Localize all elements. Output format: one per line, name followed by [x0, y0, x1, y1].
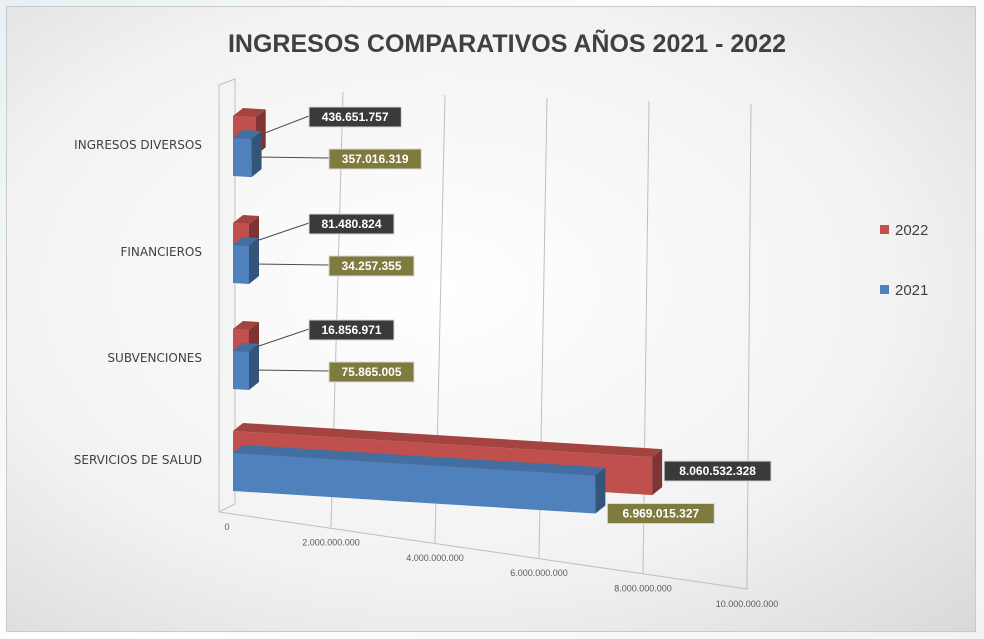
data-label: 436.651.757	[322, 110, 389, 124]
gridline	[642, 100, 650, 574]
leader-line	[255, 156, 330, 159]
side-wall	[218, 78, 236, 513]
category-label: SUBVENCIONES	[107, 351, 202, 365]
data-label: 6.969.015.327	[622, 507, 699, 521]
bar-top-2021	[233, 343, 259, 352]
category-labels: SERVICIOS DE SALUD SUBVENCIONES FINANCIERO…	[74, 138, 202, 467]
x-tick-label: 4.000.000.000	[406, 553, 464, 563]
data-label-box	[663, 460, 772, 482]
data-label-box	[328, 255, 415, 277]
bars	[233, 108, 663, 514]
bar-end-2021	[251, 131, 262, 178]
bar-2021	[233, 453, 596, 514]
chart-area: INGRESOS COMPARATIVOS AÑOS 2021 - 2022 S…	[6, 6, 976, 632]
category-label: SERVICIOS DE SALUD	[74, 453, 202, 467]
data-label: 16.856.971	[321, 323, 381, 337]
data-label: 81.480.824	[321, 217, 381, 231]
data-label: 34.257.355	[341, 259, 401, 273]
legend-label: 2022	[895, 222, 928, 239]
data-label-box	[308, 319, 395, 341]
legend-label: 2021	[895, 282, 928, 299]
data-label-box	[308, 213, 395, 235]
x-tick-label: 0	[224, 522, 229, 532]
data-labels: 8.060.532.328 6.969.015.327 16.856.971 75.8…	[252, 106, 772, 525]
bar-2021	[233, 351, 249, 390]
bar-end-2021	[595, 467, 606, 514]
data-label-box	[308, 106, 402, 128]
bar-chart: INGRESOS COMPARATIVOS AÑOS 2021 - 2022 S…	[74, 28, 929, 609]
bar-top-2021	[233, 237, 259, 246]
x-tick-label: 6.000.000.000	[510, 568, 568, 578]
bar-top-2022	[233, 321, 259, 330]
x-tick-label: 10.000.000.000	[716, 599, 779, 609]
data-label: 8.060.532.328	[679, 464, 756, 478]
bar-top-2022	[233, 423, 663, 458]
bar-top-2022	[233, 215, 259, 224]
x-axis-tick-labels: 0 2.000.000.000 4.000.000.000 6.000.000.000…	[224, 522, 778, 609]
data-label-box	[328, 148, 422, 170]
leader-line	[252, 328, 310, 349]
leader-line	[252, 369, 330, 372]
category-label: INGRESOS DIVERSOS	[74, 138, 202, 152]
leader-line	[252, 222, 310, 243]
x-tick-label: 8.000.000.000	[614, 584, 672, 594]
leader-line	[259, 115, 310, 136]
data-label: 357.016.319	[342, 152, 409, 166]
bar-end-2021	[249, 343, 259, 390]
leader-line	[252, 263, 330, 266]
legend: 2022 2021	[880, 222, 928, 299]
chart-walls	[218, 78, 748, 590]
legend-swatch-2022	[880, 225, 889, 234]
legend-swatch-2021	[880, 285, 889, 294]
gridline	[746, 103, 752, 590]
x-tick-label: 2.000.000.000	[302, 537, 360, 547]
bar-top-2021	[233, 130, 262, 140]
bar-end-2022	[652, 449, 663, 496]
bar-2021	[233, 138, 252, 178]
bar-2021	[233, 245, 249, 284]
data-label-box	[606, 503, 715, 525]
floor-line	[218, 511, 748, 590]
chart-title: INGRESOS COMPARATIVOS AÑOS 2021 - 2022	[228, 28, 786, 58]
bar-top-2022	[233, 108, 266, 118]
data-label-box	[328, 361, 415, 383]
bar-top-2021	[233, 445, 606, 476]
data-label: 75.865.005	[341, 365, 401, 379]
category-label: FINANCIEROS	[120, 245, 202, 259]
bar-end-2021	[249, 237, 259, 284]
